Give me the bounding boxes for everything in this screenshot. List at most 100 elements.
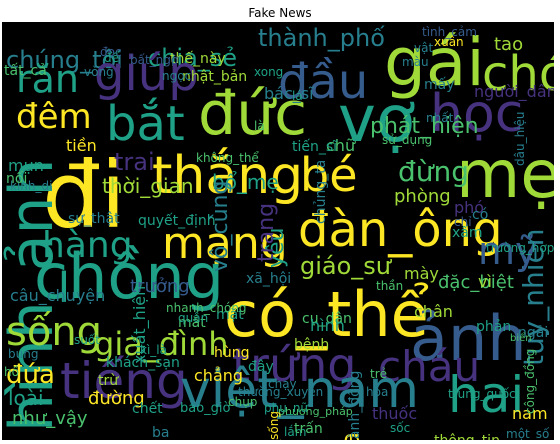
word-noi: nối (6, 171, 28, 187)
word-thoi-gian: thời_gian (102, 174, 194, 198)
word-phan: phản (476, 319, 512, 335)
word-mang: mạng (162, 218, 288, 269)
word-truong: trưởng (130, 276, 190, 297)
word-di: đi (42, 142, 126, 249)
word-truong-hop: trường_hợp (486, 241, 554, 255)
word-ran: răn (16, 57, 79, 101)
word-co-the: có_thể (224, 278, 429, 351)
word-xong: xong (254, 65, 284, 79)
word-cho: chó (482, 46, 554, 102)
word-cong-dong: công_đồng (523, 348, 537, 414)
word-bao-gio: bao_giờ (180, 401, 231, 416)
word-trai: trai (114, 148, 155, 176)
word-the-nay: thế_này (170, 51, 226, 67)
word-vong: vòng (84, 65, 114, 79)
word-anh: ảnh (410, 302, 527, 375)
word-be: bé (300, 148, 358, 202)
word-khong-the: không_thể (196, 151, 259, 165)
word-soc: sốc (390, 421, 411, 435)
word-quan: quân (178, 311, 209, 325)
word-tat-ca: tất_cả (4, 63, 47, 79)
word-tao: tao (494, 34, 524, 55)
word-ho: hồ (4, 365, 19, 379)
word-tran: trấn (294, 421, 323, 437)
word-nam: nam (512, 404, 548, 423)
word-thuoc: thuốc (372, 404, 418, 423)
word-duc: đức (198, 79, 308, 149)
chart-title: Fake News (248, 6, 312, 20)
word-viet-nam: việt_nam (180, 360, 420, 420)
word-xuan: xuân (434, 35, 464, 49)
word-cloud: chúng_tôi chia_sẻ thành_phố gái chó răn giúp đầ… (2, 22, 554, 440)
word-hai: hai (448, 366, 525, 424)
word-dau: đầu (278, 54, 369, 110)
word-may: mấy (424, 77, 455, 93)
word-la: lá (292, 89, 303, 103)
word-giup: giúp (94, 46, 199, 102)
word-gia-dinh: gia_đình (94, 325, 229, 363)
word-duong: đường (88, 388, 145, 409)
word-hang: hàng (42, 225, 133, 266)
word-cau-chuyen: câu_chuyện (10, 286, 106, 305)
word-nhat-ban: nhật_bản (182, 69, 248, 85)
word-lam: lắm (284, 425, 307, 439)
word-quyet-dinh: quyết_định (138, 213, 216, 229)
word-dau-hieu: dâu_hiệu (513, 111, 527, 166)
word-trung-quoc: trung_quốc (448, 387, 516, 401)
word-tinh-cam: tình_cảm (422, 25, 477, 39)
word-chung-ta: chủng_ta (313, 159, 329, 224)
word-chung-toi: chúng_tôi (6, 46, 123, 74)
word-co: có (472, 207, 489, 223)
word-trung: trứng (232, 338, 357, 392)
word-dem: đêm (16, 97, 92, 137)
word-doc: đọc (100, 45, 122, 59)
word-phong: phòng (394, 186, 451, 207)
word-tre: trẻ (370, 367, 388, 381)
word-la: là (254, 119, 265, 133)
word-than: thần (376, 279, 404, 293)
word-cuoc-song: cuộc_sống (267, 411, 281, 440)
word-phu-nu: phụ_nữ (264, 401, 309, 415)
word-mun: mụn (8, 156, 44, 175)
word-chang: chẳng (194, 366, 244, 385)
word-tien-si: tiến_sĩ (292, 139, 338, 155)
word-nhu-vay: như_vậy (12, 408, 88, 429)
word-hoc: học (430, 84, 524, 144)
word-khach-san: khách_sạn (106, 355, 180, 371)
word-thang: thắng (152, 146, 304, 206)
word-su-that: sự_thật (68, 211, 120, 227)
word-suot: suốt (74, 333, 100, 347)
word-chong: chồng (34, 240, 224, 313)
word-bo-me: bổ_mẹ (212, 170, 279, 194)
word-ngai: ngải (518, 325, 549, 341)
word-thanh-pho: thành_phố (258, 24, 385, 52)
word-chan: chân (414, 302, 453, 321)
word-ngoc: ngọc (162, 69, 192, 83)
word-chi: chỉ (454, 215, 472, 229)
word-dan-ong: đàn_ông (298, 202, 503, 258)
word-vi: vì (478, 272, 492, 291)
word-chu: chữ (326, 136, 356, 155)
word-bat: bắt (106, 96, 185, 152)
word-chup: chụp (228, 395, 258, 409)
word-bat-ngo: bất_ngờ (130, 53, 179, 67)
word-benh: bệnh (294, 337, 330, 353)
word-pho: phó (454, 198, 485, 217)
word-hinh: hình (310, 316, 345, 335)
word-chet: chết (132, 401, 163, 417)
word-xa-hoi: xã_hội (246, 271, 292, 287)
word-mat: mặt (216, 307, 244, 323)
word-mot-so: một_số (506, 427, 550, 440)
word-xam: xấm (452, 225, 483, 241)
word-nhanh-chong: nhanh_chóng (166, 301, 247, 315)
word-phuong-phap: phương_pháp (278, 405, 353, 418)
word-may: mày (404, 264, 439, 283)
word-bien: biển (510, 333, 532, 344)
word-dua: đứa (6, 360, 55, 390)
word-cu-dan: cụ_dân (302, 311, 352, 327)
word-trang: trang (254, 202, 279, 262)
word-chia-se: chia_sẻ (148, 44, 238, 72)
word-nguoi-dan: người_dân (474, 82, 554, 101)
word-su-dung: sử_dụng (382, 133, 433, 147)
word-dac-biet: đặc_biệt (438, 272, 514, 293)
